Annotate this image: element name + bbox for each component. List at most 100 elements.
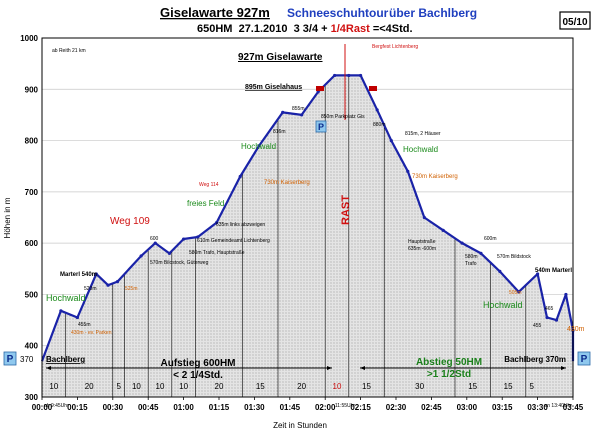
aufstieg-label: Aufstieg 600HM bbox=[160, 358, 235, 369]
waypoint bbox=[115, 280, 120, 284]
x-tick-label: 02:15 bbox=[350, 403, 371, 412]
waypoint bbox=[182, 237, 186, 241]
ann-hochwald-right: Hochwald bbox=[483, 300, 523, 310]
end-time: an 13:40Uhr bbox=[544, 403, 572, 409]
segment-duration: 5 bbox=[529, 382, 534, 391]
ann-430-right: 430m bbox=[567, 326, 585, 333]
parking-left: P bbox=[7, 354, 14, 365]
abstieg-label: Abstieg 50HM bbox=[416, 357, 482, 368]
x-tick-label: 03:15 bbox=[492, 403, 513, 412]
ann-abzweig: 635m links abzweigen bbox=[216, 222, 265, 228]
y-tick-label: 300 bbox=[25, 393, 39, 402]
x-tick-label: 01:15 bbox=[209, 403, 230, 412]
segment-duration: 30 bbox=[415, 382, 424, 391]
segment-duration: 10 bbox=[132, 382, 141, 391]
ann-trafo-down: 580m bbox=[465, 254, 478, 260]
ann-600: 600 bbox=[150, 236, 159, 242]
chart-subtitle-rest: 1/4Rast bbox=[331, 23, 370, 35]
ann-455r: 455 bbox=[533, 323, 542, 329]
ann-trafo-down2: Trafo bbox=[465, 261, 477, 267]
ann-marterl-left: Marterl 540m bbox=[60, 272, 97, 278]
x-tick-label: 01:30 bbox=[244, 403, 265, 412]
ann-summit: 927m Giselawarte bbox=[238, 52, 323, 63]
ann-freies-feld: freies Feld bbox=[187, 199, 224, 208]
x-tick-label: 02:00 bbox=[315, 403, 336, 412]
waypoint bbox=[545, 315, 549, 320]
x-tick-label: 00:45 bbox=[138, 403, 159, 412]
waypoint bbox=[153, 241, 157, 245]
waypoint bbox=[238, 174, 242, 179]
y-tick-label: 500 bbox=[25, 290, 39, 299]
x-tick-label: 00:00 bbox=[32, 403, 53, 412]
x-tick-label: 01:45 bbox=[280, 403, 301, 412]
hut-icon-right bbox=[369, 86, 377, 91]
ann-gemeindeamt: 610m Gemeindeamt Lichtenberg bbox=[197, 238, 270, 244]
chart-title-tour: Schneeschuhtour bbox=[287, 6, 389, 20]
ann-kaiserberg-up: 730m Kaiserberg bbox=[264, 180, 310, 186]
waypoint bbox=[517, 290, 521, 294]
waypoint bbox=[347, 73, 351, 78]
segment-duration: 10 bbox=[179, 382, 188, 391]
ann-455: 455m bbox=[78, 322, 91, 328]
ann-816: 816m bbox=[273, 129, 286, 135]
page-badge-box bbox=[559, 11, 591, 30]
waypoint bbox=[300, 113, 304, 117]
aufstieg-time: < 2 1/4Std. bbox=[173, 370, 223, 381]
ann-giselahaus: 895m Giselahaus bbox=[245, 84, 302, 91]
y-axis: 300 400 500 600 700 800 900 1000 bbox=[20, 34, 38, 402]
waypoint bbox=[257, 144, 261, 148]
y-axis-title: Höhen in m bbox=[3, 197, 12, 238]
hut-icon-left bbox=[316, 86, 324, 91]
ann-bildstock-up: 570m Bildstock, Güterweg bbox=[150, 260, 209, 266]
parking-right: P bbox=[581, 354, 588, 365]
ann-parkplatz: 850m Parkplatz Gis bbox=[321, 114, 365, 120]
ann-marterl-right: 540m Marterl bbox=[535, 268, 572, 274]
parking-upper-box bbox=[315, 120, 327, 133]
waypoint bbox=[406, 169, 410, 173]
segment-duration: 15 bbox=[504, 382, 513, 391]
chart-title-route: über Bachlberg bbox=[389, 6, 477, 20]
segment-duration: 15 bbox=[468, 382, 477, 391]
ann-hochwald-down: Hochwald bbox=[403, 145, 438, 154]
waypoint bbox=[75, 315, 79, 320]
segment-duration: 10 bbox=[156, 382, 165, 391]
waypoint bbox=[59, 309, 63, 313]
abstieg-arrow-head bbox=[360, 366, 365, 370]
y-tick-label: 600 bbox=[25, 239, 39, 248]
waypoint bbox=[139, 254, 143, 258]
segment-duration: 10 bbox=[49, 382, 58, 391]
aufstieg-arrow-tail bbox=[327, 366, 332, 370]
y-tick-label: 1000 bbox=[20, 34, 38, 43]
chart-subtitle-total: =<4Std. bbox=[370, 23, 413, 35]
waypoint bbox=[389, 138, 393, 143]
aufstieg-arrow-head bbox=[46, 366, 51, 370]
parking-upper: P bbox=[318, 122, 324, 132]
bachlberg-right: Bachlberg 370m bbox=[504, 355, 566, 364]
elevation-area bbox=[42, 75, 573, 398]
chart-subtitle: 650HM 27.1.2010 3 3/4 + bbox=[197, 23, 331, 35]
ann-505: 505m bbox=[509, 290, 522, 296]
waypoint bbox=[359, 73, 363, 78]
page-badge: 05/10 bbox=[562, 17, 587, 28]
parking-right-box bbox=[577, 351, 591, 366]
ann-520: 520m bbox=[84, 286, 97, 292]
ann-bergfest: Bergfest Lichtenberg bbox=[372, 44, 418, 50]
waypoint bbox=[167, 251, 172, 255]
ann-525: 525m bbox=[125, 286, 138, 292]
y-tick-label: 800 bbox=[25, 137, 39, 146]
parking-left-box bbox=[3, 351, 17, 366]
segment-duration: 20 bbox=[215, 382, 224, 391]
waypoint bbox=[94, 272, 98, 276]
ann-weg114: Weg 114 bbox=[199, 182, 219, 188]
segment-dividers: 10 20 5 10 10 10 20 15 20 10 15 30 15 15 5 bbox=[49, 75, 534, 397]
ann-hauptstr: Hauptstraße bbox=[408, 239, 436, 245]
waypoint bbox=[215, 221, 219, 225]
ann-ab-reith: ab Reith 21 km bbox=[52, 48, 86, 54]
segment-duration: 15 bbox=[256, 382, 265, 391]
waypoint bbox=[441, 228, 445, 232]
waypoint bbox=[375, 108, 379, 112]
segment-duration: 15 bbox=[362, 382, 371, 391]
waypoint bbox=[422, 215, 426, 220]
ann-880: 880m bbox=[373, 122, 386, 128]
